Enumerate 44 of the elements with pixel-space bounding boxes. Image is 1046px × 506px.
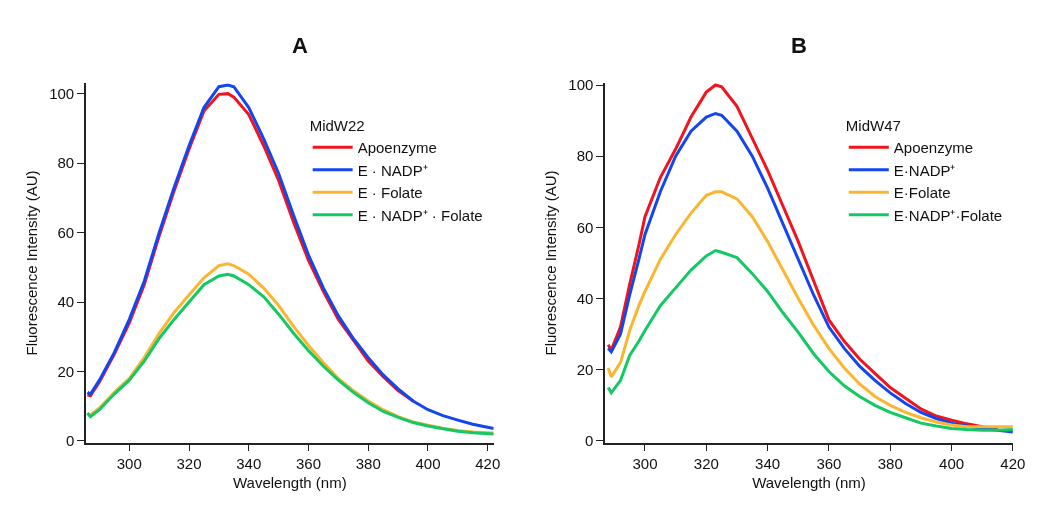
y-tick-label: 20 <box>576 360 594 378</box>
y-axis-title: Fluorescence Intensity (AU) <box>22 170 40 356</box>
x-tick-label: 360 <box>296 455 322 473</box>
x-tick-label: 320 <box>693 455 719 473</box>
x-tick-label: 340 <box>236 455 262 473</box>
y-tick-label: 80 <box>57 154 75 172</box>
chart-title: B <box>791 33 807 58</box>
legend-label: E · NADP⁺ · Folate <box>357 206 483 224</box>
y-tick-label: 100 <box>568 76 594 94</box>
x-tick-label: 300 <box>116 455 142 473</box>
legend-label: E·NADP⁺·Folate <box>893 206 1003 224</box>
y-tick-label: 60 <box>576 218 594 236</box>
x-tick-label: 380 <box>877 455 903 473</box>
y-tick-label: 40 <box>576 289 594 307</box>
y-tick-label: 80 <box>576 147 594 165</box>
legend-label: E·NADP⁺ <box>893 161 956 179</box>
x-tick-label: 300 <box>632 455 658 473</box>
y-tick-label: 60 <box>57 223 75 241</box>
y-tick-label: 40 <box>57 293 75 311</box>
y-tick-label: 0 <box>65 432 75 450</box>
x-axis-title: Wavelength (nm) <box>752 473 866 491</box>
x-tick-label: 320 <box>176 455 202 473</box>
x-axis-title: Wavelength (nm) <box>233 473 347 491</box>
x-tick-label: 340 <box>755 455 781 473</box>
y-tick-label: 20 <box>57 362 75 380</box>
legend-label: Apoenzyme <box>357 139 437 157</box>
x-tick-label: 380 <box>355 455 381 473</box>
chart-title: A <box>292 33 308 58</box>
legend-label: Apoenzyme <box>893 139 974 157</box>
legend-label: E·Folate <box>893 184 951 202</box>
line-series <box>606 249 1013 432</box>
legend-label: E · NADP⁺ <box>357 161 428 179</box>
x-tick-label: 360 <box>816 455 842 473</box>
legend-title: MidW47 <box>845 117 901 135</box>
x-tick-label: 400 <box>939 455 965 473</box>
y-tick-label: 0 <box>585 432 594 450</box>
legend-label: E · Folate <box>357 184 423 202</box>
line-series <box>85 83 494 430</box>
legend-title: MidW22 <box>309 117 365 135</box>
x-tick-label: 420 <box>475 455 501 473</box>
y-tick-label: 100 <box>49 84 75 102</box>
x-tick-label: 400 <box>415 455 441 473</box>
x-tick-label: 420 <box>1000 455 1026 473</box>
y-axis-title: Fluorescence Intensity (AU) <box>542 170 560 356</box>
